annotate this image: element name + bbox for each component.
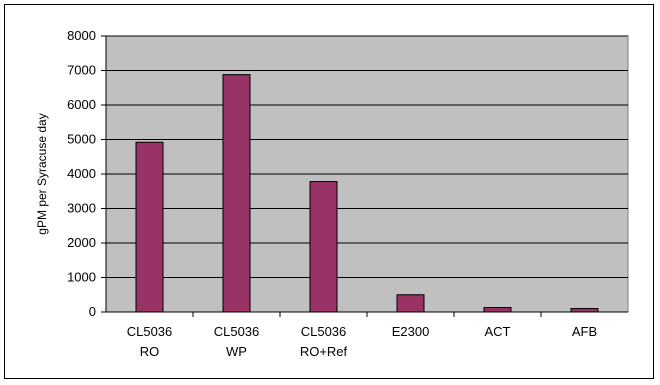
bar [135,141,164,313]
y-tick-label: 7000 [67,63,96,78]
y-tick-label: 2000 [67,235,96,250]
x-tick-label: AFB [572,324,597,339]
y-tick-label: 6000 [67,97,96,112]
y-tick-label: 5000 [67,132,96,147]
y-tick-label: 1000 [67,270,96,285]
bar [309,181,338,313]
y-tick-label: 8000 [67,28,96,43]
x-tick-label: CL5036 RO [127,324,173,359]
y-axis-title: gPM per Syracuse day [35,113,49,234]
x-tick-label: ACT [485,324,511,339]
x-tick-label: E2300 [392,324,430,339]
y-tick-label: 0 [89,304,96,319]
y-tick-label: 3000 [67,201,96,216]
bar [570,308,599,313]
bar [222,74,251,313]
bar [483,307,512,313]
y-tick-label: 4000 [67,166,96,181]
bar [396,294,425,313]
x-tick-label: CL5036 RO+Ref [300,324,348,359]
x-tick-label: CL5036 WP [214,324,260,359]
